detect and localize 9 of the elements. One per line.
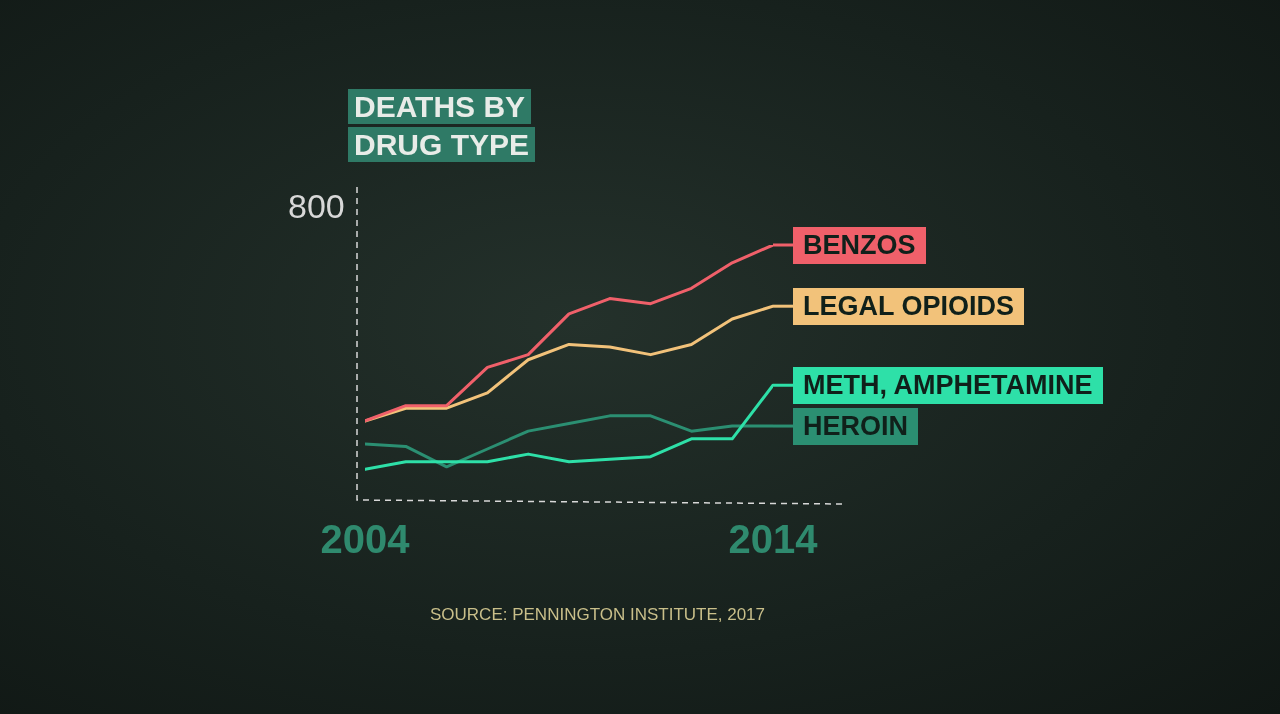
- x-tick-label: 2004: [320, 517, 411, 562]
- legend-label: METH, AMPHETAMINE: [793, 366, 1103, 404]
- legend-label: LEGAL OPIOIDS: [793, 287, 1025, 325]
- text: 800: [288, 187, 345, 226]
- source-note: SOURCE: PENNINGTON INSTITUTE, 2017: [430, 605, 766, 625]
- x-tick-label: 2014: [728, 517, 819, 562]
- legend-label: BENZOS: [793, 226, 926, 264]
- chart-title: DEATHS BY DRUG TYPE: [348, 89, 536, 162]
- legend-label: HEROIN: [793, 407, 919, 445]
